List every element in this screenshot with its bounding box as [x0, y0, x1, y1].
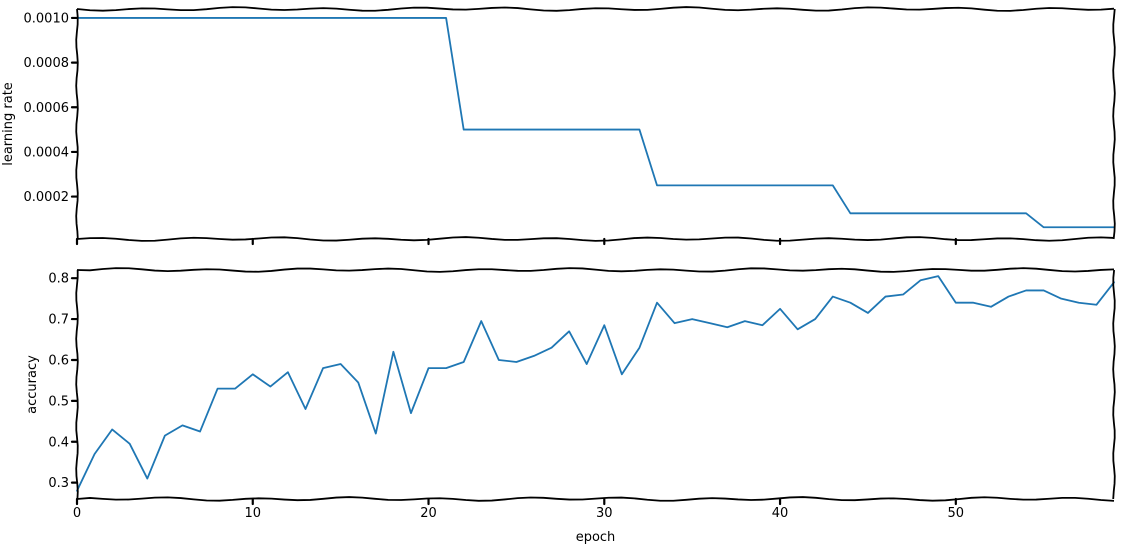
- y-tick-label: 0.5: [48, 394, 69, 409]
- frame-bottom: [76, 496, 1115, 502]
- y-tick-label: 0.0008: [24, 56, 70, 71]
- learning-rate-panel: 0.0002 0.0004 0.0006 0.0008 0.0010 learning r…: [1, 6, 1116, 246]
- x-tick-label: 30: [596, 506, 613, 521]
- frame-right: [1112, 8, 1116, 240]
- y-tick-label: 0.0004: [24, 145, 70, 160]
- frame-left: [75, 269, 79, 500]
- frame-top: [76, 267, 1115, 273]
- series-line-0-0: [76, 17, 1115, 229]
- x-tick-label: 10: [244, 506, 261, 521]
- y-tick-label: 0.0002: [24, 190, 70, 205]
- accuracy-panel: 0.3 0.4 0.5 0.6 0.7 0.8 0 10 20 30 40 50 accuracy epo…: [25, 267, 1116, 545]
- y-tick-label: 0.3: [48, 476, 69, 491]
- frame-top: [76, 6, 1115, 12]
- x-tick-label: 20: [420, 506, 437, 521]
- x-tick-label: 50: [948, 506, 965, 521]
- y-tick-label: 0.8: [48, 272, 69, 287]
- y-axis-title: accuracy: [25, 355, 40, 414]
- series-line-1-0: [76, 275, 1115, 492]
- frame-right: [1112, 269, 1116, 500]
- x-tick-label: 0: [73, 506, 81, 521]
- y-tick-label: 0.4: [48, 435, 69, 450]
- x-axis-title: epoch: [576, 530, 616, 545]
- y-tick-label: 0.6: [48, 353, 69, 368]
- y-tick-label: 0.0010: [24, 11, 70, 26]
- frame-left: [75, 8, 79, 240]
- frame-bottom: [76, 236, 1115, 242]
- x-tick-label: 40: [772, 506, 789, 521]
- y-axis-title: learning rate: [1, 82, 16, 166]
- y-tick-label: 0.7: [48, 313, 69, 328]
- y-tick-label: 0.0006: [24, 101, 70, 116]
